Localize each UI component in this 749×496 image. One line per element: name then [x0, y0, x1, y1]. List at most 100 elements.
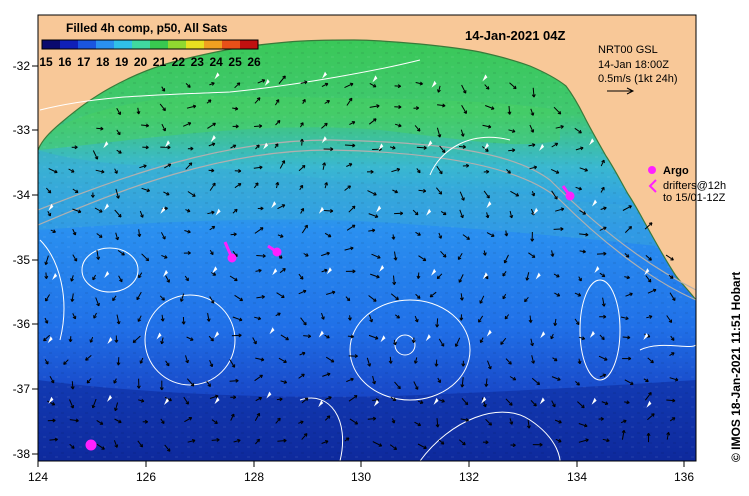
current-vector	[114, 168, 118, 174]
drifter-marker-icon	[646, 400, 652, 408]
current-vector	[646, 432, 651, 443]
current-vector	[622, 205, 632, 211]
current-vector	[142, 145, 149, 150]
colorbar-tick-label: 15	[39, 55, 53, 69]
current-vector	[553, 106, 562, 115]
current-vector	[578, 276, 582, 282]
drifter-marker-icon	[486, 329, 492, 337]
current-vector	[503, 254, 509, 264]
current-vector	[96, 419, 104, 425]
current-vector	[553, 227, 564, 232]
current-vector	[506, 169, 511, 174]
current-vector	[553, 318, 558, 327]
current-vector	[461, 84, 467, 94]
current-vector	[321, 440, 329, 444]
current-vector	[554, 419, 562, 424]
coastline	[38, 39, 696, 301]
current-vector	[234, 168, 242, 173]
current-vector	[555, 125, 564, 129]
current-vector	[624, 400, 630, 405]
drifter-marker-icon	[540, 331, 546, 339]
current-vector	[531, 191, 536, 197]
current-vector	[160, 418, 165, 424]
current-vector	[115, 232, 120, 241]
current-vector	[253, 165, 263, 170]
current-vector	[366, 169, 374, 174]
current-vector	[528, 315, 533, 323]
drifter-marker-icon	[160, 206, 166, 214]
current-vector	[279, 268, 286, 274]
current-vector	[344, 246, 354, 251]
current-vector	[348, 205, 356, 213]
current-vector	[160, 337, 165, 345]
current-vector	[643, 378, 649, 383]
drifter-marker-icon	[322, 71, 327, 79]
current-vector	[324, 232, 332, 238]
current-vector	[462, 234, 470, 240]
drifter-marker-icon	[431, 268, 437, 276]
current-vector	[646, 315, 653, 319]
current-vector	[184, 275, 189, 282]
current-vector	[209, 225, 216, 231]
current-vector	[159, 103, 166, 112]
current-vector	[321, 251, 330, 257]
current-vector	[275, 181, 280, 189]
current-vector	[185, 162, 193, 170]
y-tick-label: -34	[13, 188, 31, 202]
x-tick-label: 124	[28, 470, 48, 484]
current-vector	[429, 291, 437, 298]
current-vector	[530, 338, 534, 347]
current-vector	[530, 108, 535, 116]
current-vector	[598, 355, 608, 361]
y-tick-label: -35	[13, 253, 31, 267]
current-vector	[602, 438, 610, 443]
current-vector	[115, 188, 120, 199]
current-vector	[599, 373, 607, 378]
current-vector	[230, 144, 237, 149]
current-vector	[647, 357, 654, 364]
current-vector	[366, 357, 372, 367]
current-vector	[300, 80, 308, 85]
drifter-marker-icon	[156, 332, 162, 340]
drifter-track-icon	[648, 179, 657, 193]
colorbar-tick-label: 19	[115, 55, 129, 69]
current-vector	[232, 124, 239, 129]
current-vector	[136, 107, 141, 115]
colorbar-swatch	[78, 40, 97, 49]
current-vector	[412, 209, 419, 216]
current-vector	[600, 206, 607, 211]
drifter-marker-icon	[372, 75, 378, 83]
current-vector	[69, 443, 75, 449]
current-vector	[555, 207, 565, 212]
colorbar-swatch	[60, 40, 79, 49]
argo-tracks	[85, 185, 575, 451]
current-vector	[482, 440, 489, 445]
x-axis: 124 126 128 130 132 134 136	[28, 461, 694, 484]
drifter-marker-icon	[644, 268, 650, 276]
current-vector	[48, 168, 58, 174]
current-vector	[417, 443, 427, 450]
current-vector	[346, 97, 353, 106]
current-vector	[43, 334, 51, 342]
current-vector	[255, 268, 262, 273]
current-vector	[485, 212, 490, 219]
current-vector	[526, 419, 531, 429]
current-vector	[482, 250, 487, 256]
current-vector	[161, 123, 166, 132]
y-tick-label: -32	[13, 59, 31, 73]
current-vector	[254, 97, 261, 104]
current-vector	[438, 439, 445, 445]
current-vector	[90, 192, 95, 198]
drifter-marker-icon	[164, 398, 169, 405]
current-vector	[275, 120, 281, 126]
shelf-contours	[38, 139, 696, 301]
current-vector	[209, 296, 215, 304]
current-vector	[347, 334, 354, 339]
current-vector	[255, 438, 260, 445]
current-vector	[229, 378, 239, 383]
current-vector	[92, 274, 97, 281]
current-vector	[414, 125, 421, 132]
current-vector	[645, 275, 652, 283]
current-vector	[525, 272, 530, 281]
